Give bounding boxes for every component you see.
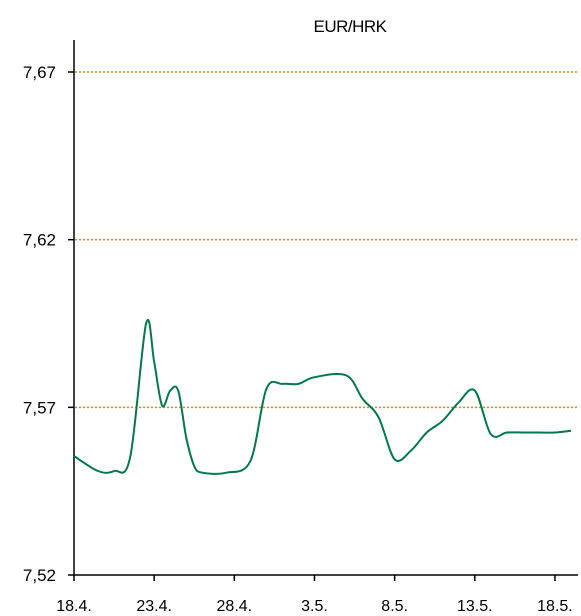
y-axis-ticks: 7,52 7,57 7,62 7,67: [23, 63, 74, 585]
gridlines: [75, 71, 578, 409]
x-tick-label: 18.5.: [537, 598, 573, 615]
x-tick-label: 8.5.: [381, 598, 408, 615]
x-tick-label: 3.5.: [301, 598, 328, 615]
series-group: [73, 319, 572, 475]
x-tick-label: 18.4.: [56, 598, 92, 615]
x-tick-label: 23.4.: [136, 598, 172, 615]
y-tick-label: 7,57: [23, 398, 56, 417]
x-tick-label: 28.4.: [217, 598, 253, 615]
chart-title: EUR/HRK: [313, 17, 387, 36]
series-line: [73, 319, 572, 475]
x-axis-ticks: 18.4. 23.4. 28.4. 3.5. 8.5. 13.5. 18.5.: [56, 575, 573, 615]
x-tick-label: 13.5.: [457, 598, 493, 615]
y-tick-label: 7,62: [23, 231, 56, 250]
y-tick-label: 7,67: [23, 63, 56, 82]
y-tick-label: 7,52: [23, 566, 56, 585]
